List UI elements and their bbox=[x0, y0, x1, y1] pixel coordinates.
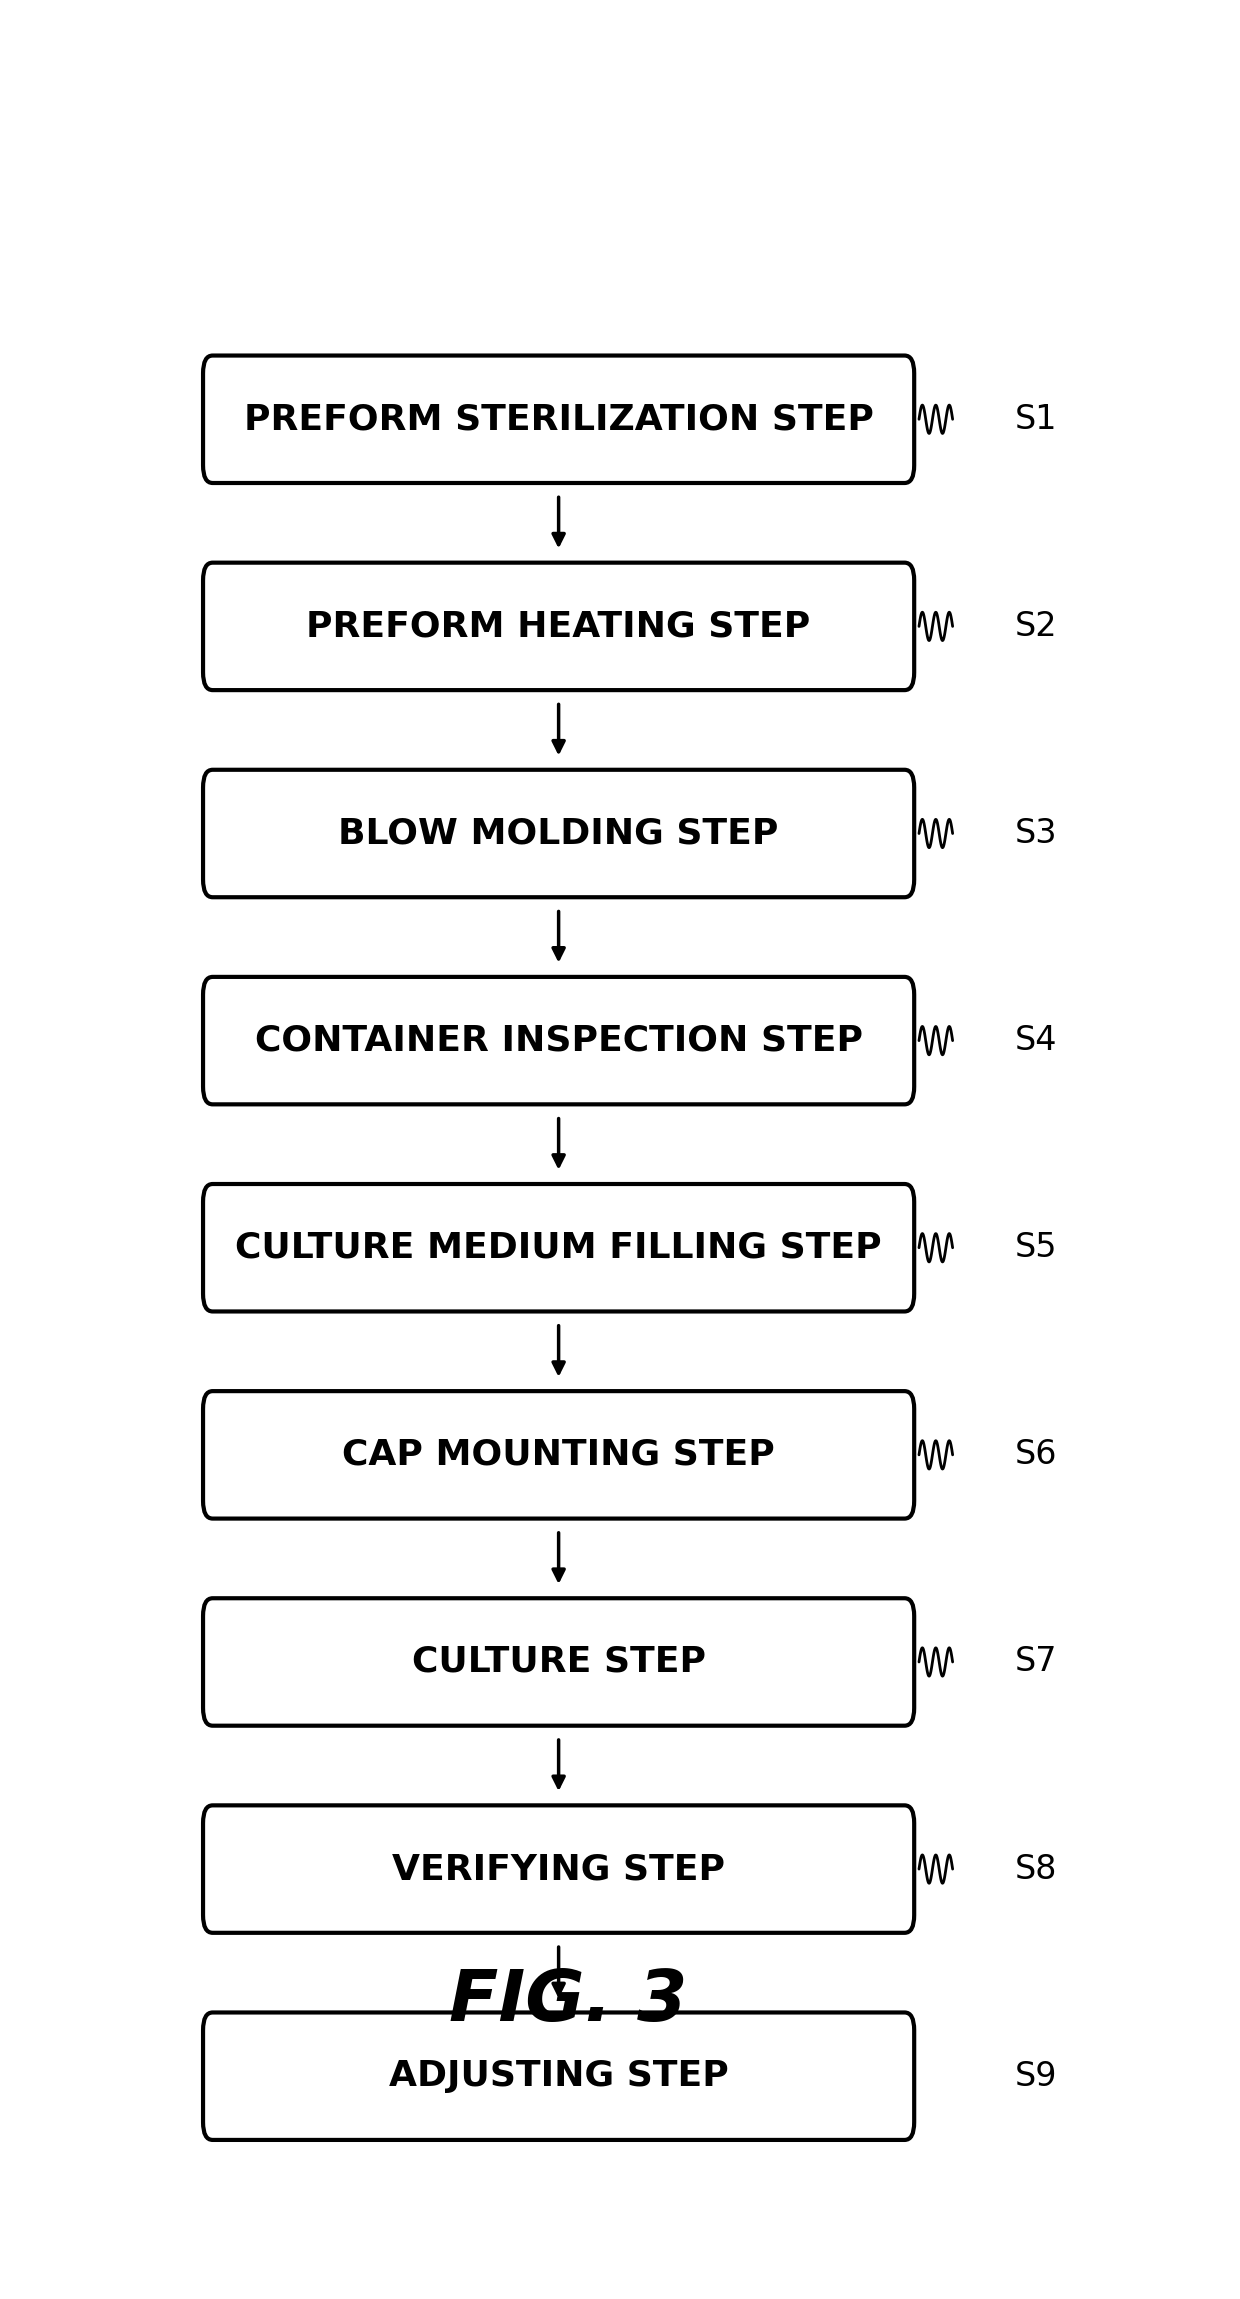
Text: S2: S2 bbox=[1016, 609, 1058, 644]
Text: VERIFYING STEP: VERIFYING STEP bbox=[392, 1853, 725, 1885]
FancyBboxPatch shape bbox=[203, 1805, 914, 1933]
FancyBboxPatch shape bbox=[203, 770, 914, 897]
Text: S8: S8 bbox=[1016, 1853, 1058, 1885]
Text: ADJUSTING STEP: ADJUSTING STEP bbox=[389, 2060, 728, 2092]
Text: BLOW MOLDING STEP: BLOW MOLDING STEP bbox=[339, 816, 779, 851]
FancyBboxPatch shape bbox=[203, 2012, 914, 2140]
Text: S9: S9 bbox=[1016, 2060, 1058, 2092]
Text: S1: S1 bbox=[1016, 402, 1058, 437]
FancyBboxPatch shape bbox=[203, 1184, 914, 1310]
FancyBboxPatch shape bbox=[203, 1598, 914, 1727]
Text: PREFORM HEATING STEP: PREFORM HEATING STEP bbox=[306, 609, 811, 644]
FancyBboxPatch shape bbox=[203, 977, 914, 1104]
Text: FIG. 3: FIG. 3 bbox=[449, 1968, 687, 2037]
Text: CULTURE STEP: CULTURE STEP bbox=[412, 1646, 706, 1678]
Text: S4: S4 bbox=[1016, 1023, 1058, 1058]
Text: S7: S7 bbox=[1016, 1646, 1058, 1678]
Text: PREFORM STERILIZATION STEP: PREFORM STERILIZATION STEP bbox=[244, 402, 873, 437]
FancyBboxPatch shape bbox=[203, 1391, 914, 1520]
Text: S3: S3 bbox=[1016, 816, 1058, 851]
FancyBboxPatch shape bbox=[203, 563, 914, 690]
Text: CAP MOUNTING STEP: CAP MOUNTING STEP bbox=[342, 1437, 775, 1471]
Text: CONTAINER INSPECTION STEP: CONTAINER INSPECTION STEP bbox=[254, 1023, 863, 1058]
Text: CULTURE MEDIUM FILLING STEP: CULTURE MEDIUM FILLING STEP bbox=[236, 1230, 882, 1264]
Text: S6: S6 bbox=[1016, 1439, 1058, 1471]
FancyBboxPatch shape bbox=[203, 356, 914, 483]
Text: S5: S5 bbox=[1016, 1232, 1058, 1264]
